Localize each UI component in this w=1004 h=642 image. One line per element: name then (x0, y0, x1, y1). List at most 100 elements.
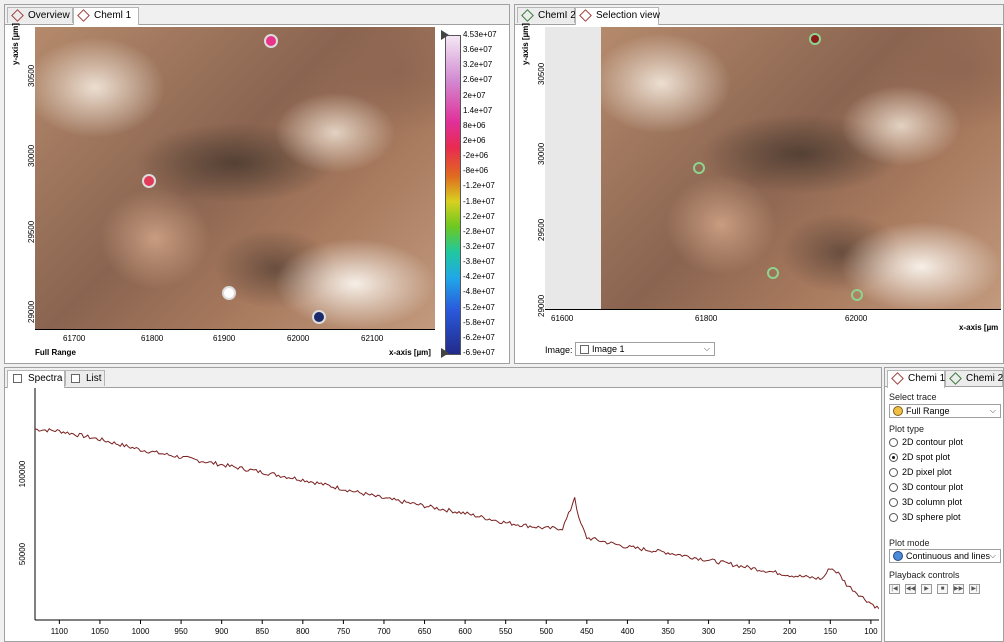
x-tick: 61800 (695, 314, 718, 323)
left-tabbar: Overview Cheml 1 (5, 5, 509, 25)
x-tick: 250 (742, 627, 756, 636)
colorbar-label: -6.9e+07 (463, 348, 495, 357)
last-frame-button[interactable]: ▶| (969, 584, 980, 594)
image-label: Image: (545, 345, 573, 355)
tab-selection-view[interactable]: Selection view (575, 7, 660, 25)
x-tick: 450 (580, 627, 594, 636)
stop-button[interactable]: ■ (937, 584, 948, 594)
x-tick: 650 (418, 627, 432, 636)
tab-chemi1[interactable]: Cheml 1 (73, 7, 139, 25)
x-tick: 550 (499, 627, 513, 636)
diamond-icon (949, 372, 962, 385)
plot-type-radio[interactable]: 2D spot plot (889, 451, 950, 464)
colorbar-label: -1.2e+07 (463, 181, 495, 191)
plot-mode-value: Continuous and lines (906, 551, 991, 561)
tab-label: Spectra (28, 373, 63, 384)
x-tick: 750 (337, 627, 351, 636)
diamond-icon (521, 9, 534, 22)
tab-label: Overview (28, 10, 70, 21)
plot-type-radio[interactable]: 2D contour plot (889, 436, 963, 449)
plot-type-label: 3D contour plot (902, 482, 964, 492)
diamond-icon (579, 9, 592, 22)
colorbar-label: -2e+06 (463, 151, 489, 161)
radio-circle (889, 438, 898, 447)
diamond-icon (77, 9, 90, 22)
select-trace-value: Full Range (906, 406, 950, 416)
play-button[interactable]: ▶ (921, 584, 932, 594)
spectrum-chart[interactable]: 100000 50000 1100 1050 1000 950 900 850 800 750… (5, 388, 879, 642)
colorbar-label: 8e+06 (463, 120, 486, 130)
x-tick: 61600 (551, 314, 574, 323)
spectra-tabbar: Spectra List (5, 368, 881, 388)
plot-mode-label: Plot mode (889, 538, 930, 548)
plot-type-label: 3D sphere plot (902, 512, 961, 522)
x-axis-line (545, 309, 1001, 310)
tab-chemi2-settings[interactable]: Chemi 2 (945, 370, 1003, 386)
colorbar-label: 2.6e+07 (463, 75, 493, 85)
colorbar-label: -4.2e+07 (463, 272, 495, 282)
x-tick: 600 (458, 627, 472, 636)
image-select-value: Image 1 (592, 344, 625, 354)
plot-type-label: Plot type (889, 424, 925, 434)
microscope-image[interactable] (35, 27, 435, 329)
tab-overview[interactable]: Overview (7, 7, 73, 23)
colorbar-label: -5.8e+07 (463, 317, 495, 327)
tab-label: ChemI 2 (538, 10, 576, 21)
colorbar-label: 4.53e+07 (463, 30, 497, 39)
x-axis-label: x-axis [µm (959, 323, 999, 332)
x-tick: 150 (824, 627, 838, 636)
x-tick: 62100 (361, 334, 384, 343)
select-trace-dropdown[interactable]: Full Range ⌵ (889, 404, 1001, 418)
colorbar-label: -8e+06 (463, 166, 489, 176)
colorbar-label: -4.8e+07 (463, 287, 495, 297)
x-tick: 61900 (213, 334, 236, 343)
y-axis-label: y-axis [µm] (521, 23, 530, 65)
selection-image[interactable] (601, 27, 1001, 309)
x-tick: 400 (621, 627, 635, 636)
y-tick: 50000 (18, 542, 27, 565)
plot-type-radio[interactable]: 3D contour plot (889, 481, 963, 494)
diamond-icon (11, 9, 24, 22)
plot-type-radio[interactable]: 3D column plot (889, 496, 962, 509)
image-select[interactable]: Image 1 ⌵ (575, 342, 715, 356)
plot-type-label: 2D pixel plot (902, 467, 952, 477)
x-tick: 300 (702, 627, 716, 636)
first-frame-button[interactable]: |◀ (889, 584, 900, 594)
x-tick: 100 (864, 627, 878, 636)
colorbar-label: 2e+06 (463, 136, 486, 145)
square-icon (580, 345, 589, 354)
plot-type-label: 2D contour plot (902, 437, 964, 447)
radio-circle (889, 483, 898, 492)
playback-controls: |◀ ◀◀ ▶ ■ ▶▶ ▶| (889, 584, 1001, 596)
x-tick: 800 (296, 627, 310, 636)
chevron-down-icon: ⌵ (989, 551, 996, 560)
trace-icon (893, 406, 903, 416)
y-axis-label: y-axis [µm] (11, 23, 20, 65)
spectra-panel: Spectra List 100000 50000 1100 1050 1000 95… (4, 367, 882, 642)
colorbar-min-handle[interactable] (441, 348, 449, 358)
rewind-button[interactable]: ◀◀ (905, 584, 916, 594)
chevron-down-icon: ⌵ (989, 406, 996, 415)
x-tick: 62000 (845, 314, 868, 323)
tab-chemi1-settings[interactable]: Chemi 1 (887, 370, 945, 388)
x-tick: 61700 (63, 334, 86, 343)
plot-mode-dropdown[interactable]: Continuous and lines ⌵ (889, 549, 1001, 563)
colorbar-label: 3.2e+07 (463, 60, 493, 70)
plot-type-radio[interactable]: 3D sphere plot (889, 511, 961, 524)
chemi1-map-panel: Overview Cheml 1 y-axis [µm] 30500 30000… (4, 4, 510, 364)
x-tick: 350 (661, 627, 675, 636)
x-tick: 200 (783, 627, 797, 636)
tab-spectra[interactable]: Spectra (7, 370, 65, 388)
x-axis-label: x-axis [µm] (389, 348, 431, 357)
y-tick: 100000 (18, 460, 27, 487)
plot-type-radio[interactable]: 2D pixel plot (889, 466, 952, 479)
tab-chemi2[interactable]: ChemI 2 (517, 7, 576, 23)
colorbar[interactable] (445, 35, 461, 355)
fast-forward-button[interactable]: ▶▶ (953, 584, 964, 594)
select-trace-label: Select trace (889, 392, 937, 402)
settings-tabbar: Chemi 1 Chemi 2 (885, 368, 1003, 388)
x-tick: 700 (377, 627, 391, 636)
colorbar-label: -3.2e+07 (463, 242, 495, 251)
colorbar-max-handle[interactable] (441, 30, 449, 40)
tab-list[interactable]: List (65, 370, 105, 386)
